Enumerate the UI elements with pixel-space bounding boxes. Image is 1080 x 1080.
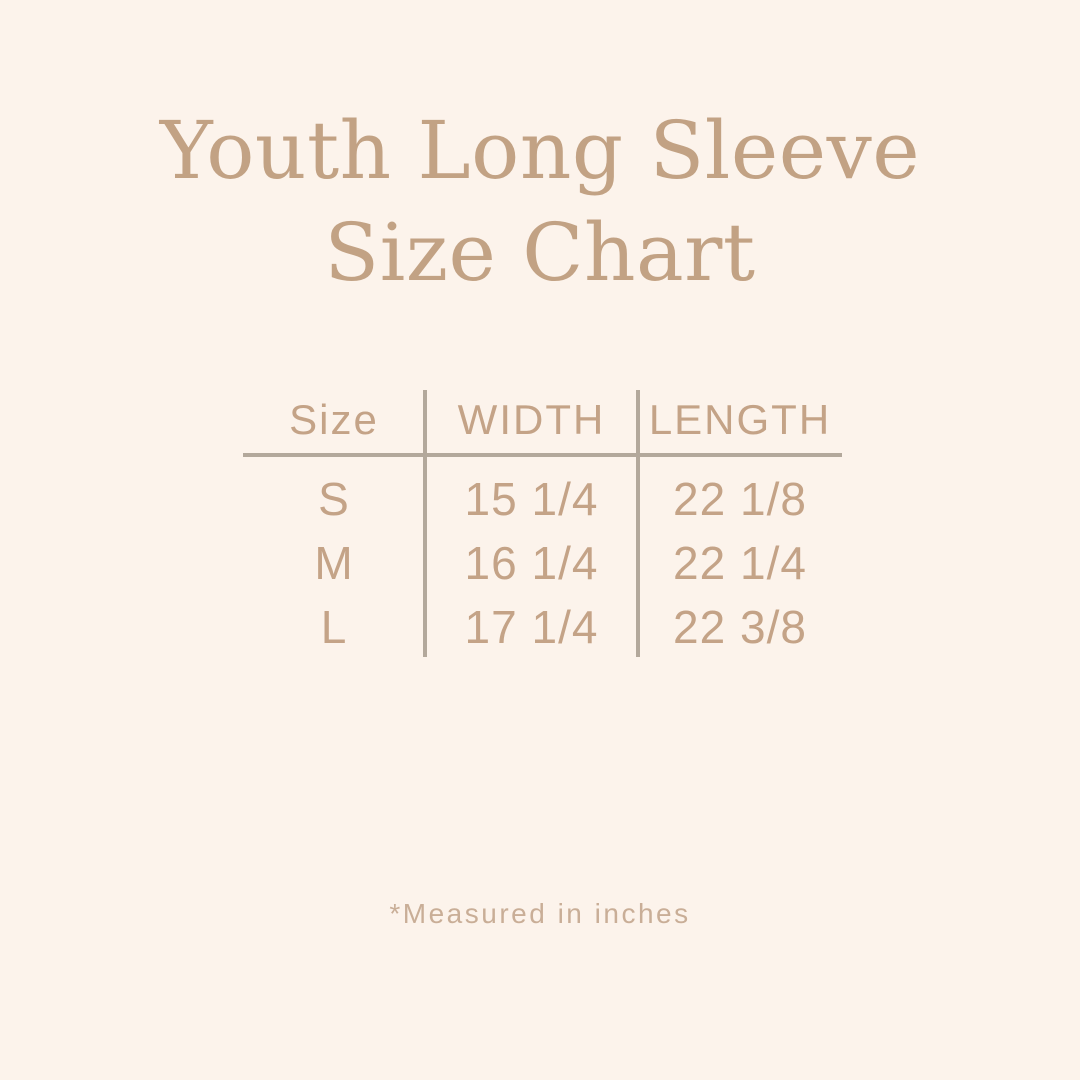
header-rule [243, 453, 842, 457]
size-table: Size WIDTH LENGTH S 15 1/4 22 1/8 M 16 1… [243, 385, 842, 659]
column-divider-2 [636, 390, 640, 657]
row-s-length: 22 1/8 [673, 473, 807, 525]
row-m-length: 22 1/4 [673, 537, 807, 589]
row-s-size: S [318, 473, 350, 525]
row-m-width: 16 1/4 [464, 537, 599, 589]
title-line-1: Youth Long Sleeve [159, 104, 921, 197]
footnote: *Measured in inches [389, 898, 691, 929]
column-divider-1 [423, 390, 427, 657]
column-header-length: LENGTH [648, 396, 832, 443]
column-header-size: Size [289, 396, 379, 443]
title-line-2: Size Chart [324, 206, 756, 299]
row-l-width: 17 1/4 [464, 601, 599, 653]
row-l-length: 22 3/8 [673, 601, 807, 653]
row-m-size: M [314, 537, 354, 589]
column-header-width: WIDTH [457, 396, 606, 443]
row-s-width: 15 1/4 [464, 473, 599, 525]
row-l-size: L [320, 601, 348, 653]
size-chart-title: Youth Long Sleeve Size Chart [0, 100, 1080, 304]
